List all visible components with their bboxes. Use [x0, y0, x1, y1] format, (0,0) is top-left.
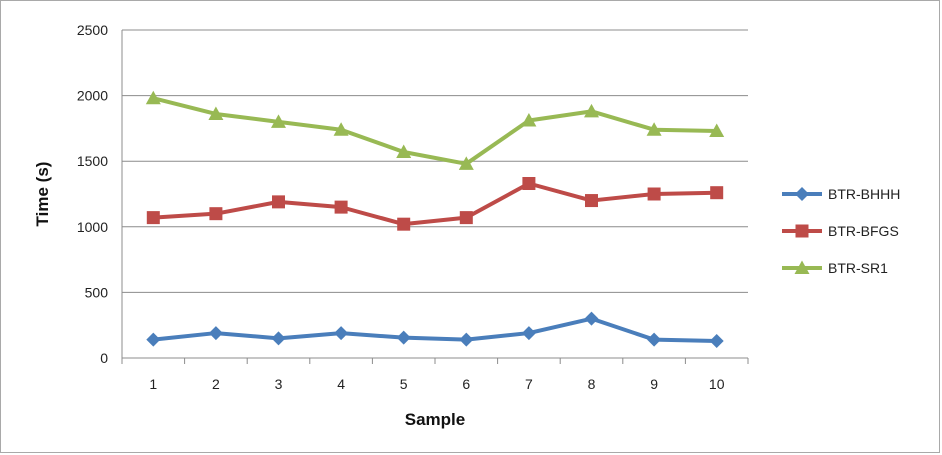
legend-label-btr-sr1: BTR-SR1 [828, 260, 888, 276]
axes [121, 30, 749, 364]
data-point-btr-bfgs-9 [647, 187, 661, 201]
legend-label-btr-bhhh: BTR-BHHH [828, 186, 900, 202]
data-point-btr-sr1-5 [396, 144, 412, 159]
x-tick-label-9: 9 [650, 376, 658, 392]
data-point-btr-bfgs-7 [522, 177, 536, 191]
y-tick-labels: 0 500 1000 1500 2000 2500 [77, 22, 108, 366]
legend-item-btr-sr1: BTR-SR1 [782, 260, 888, 276]
data-point-btr-bhhh-8 [584, 311, 599, 326]
legend-item-btr-bhhh: BTR-BHHH [782, 186, 900, 202]
data-point-btr-sr1-8 [584, 103, 599, 118]
data-point-btr-sr1-6 [458, 156, 474, 170]
y-axis-title: Time (s) [33, 162, 52, 227]
data-point-btr-sr1-4 [333, 122, 349, 136]
data-point-btr-sr1-7 [521, 113, 537, 127]
data-point-btr-bfgs-5 [397, 217, 411, 231]
x-axis-title: Sample [405, 410, 465, 429]
legend-marker-btr-bfgs [795, 224, 809, 238]
series-btr-bhhh [146, 311, 724, 348]
data-point-btr-bfgs-8 [585, 194, 598, 208]
x-tick-label-4: 4 [337, 376, 345, 392]
data-point-btr-bfgs-4 [334, 200, 348, 214]
data-point-btr-bfgs-2 [209, 207, 223, 221]
data-point-btr-bfgs-1 [146, 211, 160, 225]
x-tick-label-5: 5 [400, 376, 408, 392]
data-point-btr-bhhh-3 [271, 331, 286, 346]
x-tick-label-10: 10 [709, 376, 725, 392]
legend-marker-btr-sr1 [794, 260, 810, 274]
series-btr-bfgs [146, 177, 724, 231]
x-tick-label-1: 1 [149, 376, 157, 392]
data-point-btr-bfgs-6 [459, 211, 473, 225]
x-tick-label-6: 6 [462, 376, 470, 392]
series-line-btr-bhhh [153, 316, 717, 343]
data-point-btr-bhhh-10 [709, 333, 724, 348]
series-line-btr-sr1 [152, 96, 717, 166]
data-point-btr-bhhh-7 [521, 326, 536, 341]
x-tick-label-2: 2 [212, 376, 220, 392]
data-point-btr-sr1-9 [646, 122, 662, 136]
x-tick-labels: 1 2 3 4 5 6 7 8 9 10 [149, 376, 724, 392]
data-point-btr-sr1-2 [208, 106, 224, 120]
data-point-btr-bfgs-3 [272, 195, 285, 209]
data-point-btr-bhhh-9 [647, 332, 662, 347]
legend: BTR-BHHH BTR-BFGS BTR-SR1 [782, 186, 900, 276]
data-point-btr-bfgs-10 [710, 186, 724, 200]
grid-lines [122, 29, 748, 293]
y-tick-label-1500: 1500 [77, 153, 108, 169]
data-point-btr-bhhh-5 [396, 330, 411, 345]
x-tick-label-3: 3 [275, 376, 283, 392]
data-point-btr-bhhh-6 [459, 332, 474, 347]
x-tick-label-7: 7 [525, 376, 533, 392]
y-tick-label-0: 0 [100, 350, 108, 366]
data-point-btr-sr1-3 [271, 114, 286, 128]
data-point-btr-sr1-10 [709, 123, 725, 138]
legend-item-btr-bfgs: BTR-BFGS [782, 223, 899, 239]
y-tick-label-2000: 2000 [77, 88, 108, 104]
series-line-btr-bfgs [153, 181, 717, 227]
y-tick-label-1000: 1000 [77, 219, 108, 235]
y-tick-label-500: 500 [85, 284, 109, 300]
data-point-btr-bhhh-1 [146, 332, 161, 347]
data-point-btr-sr1-1 [145, 90, 161, 105]
series-btr-sr1 [145, 90, 725, 170]
legend-marker-btr-bhhh [795, 187, 809, 201]
x-tick-label-8: 8 [588, 376, 596, 392]
y-tick-label-2500: 2500 [77, 22, 108, 38]
data-point-btr-bhhh-4 [334, 326, 349, 341]
series-group [145, 90, 725, 348]
legend-label-btr-bfgs: BTR-BFGS [828, 223, 899, 239]
data-point-btr-bhhh-2 [208, 326, 223, 341]
